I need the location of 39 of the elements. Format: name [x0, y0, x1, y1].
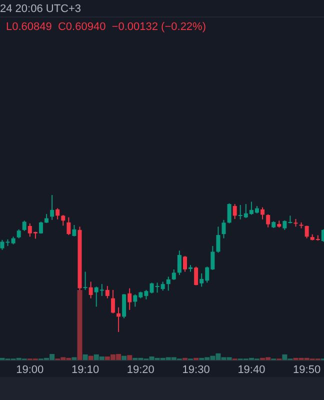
bar	[127, 355, 132, 360]
candlestick	[50, 194, 54, 220]
candlestick	[227, 202, 232, 224]
candlestick	[22, 220, 26, 232]
candlestick	[116, 306, 121, 332]
text: 24 20:06 UTC+3	[0, 3, 82, 15]
candlestick	[222, 219, 226, 239]
candlestick	[232, 204, 237, 220]
candlestick	[266, 214, 270, 228]
bar	[77, 290, 82, 360]
candlestick	[216, 226, 220, 254]
bar	[122, 356, 127, 360]
x-tick-label: 19:00	[16, 364, 44, 376]
x-tick-label: 19:30	[182, 364, 210, 376]
candlestick	[128, 288, 132, 310]
candlestick	[61, 214, 66, 226]
candlestick	[83, 271, 88, 290]
x-tick-label: 19:50	[293, 364, 321, 376]
text: L0.60849 C0.60940 −0.00132 (−0.22%)	[6, 21, 206, 33]
candlestick	[72, 224, 76, 237]
candlestick	[88, 281, 93, 299]
x-tick-label: 19:40	[238, 364, 266, 376]
candlestick	[66, 216, 71, 236]
bar	[82, 354, 88, 360]
bar	[72, 357, 77, 360]
candlestick	[177, 250, 182, 276]
candlestick	[56, 208, 60, 220]
x-tick-label: 19:10	[72, 364, 100, 376]
candlestick	[166, 276, 170, 292]
bar	[88, 356, 94, 360]
candlestick	[304, 225, 309, 239]
candlestick	[110, 289, 115, 314]
candlestick	[260, 206, 265, 220]
candlestick	[172, 268, 176, 280]
candlestick	[194, 266, 198, 286]
candlestick	[182, 255, 187, 272]
candlestick	[105, 285, 110, 299]
candlestick	[122, 294, 126, 319]
x-tick-label: 19:20	[126, 364, 154, 376]
